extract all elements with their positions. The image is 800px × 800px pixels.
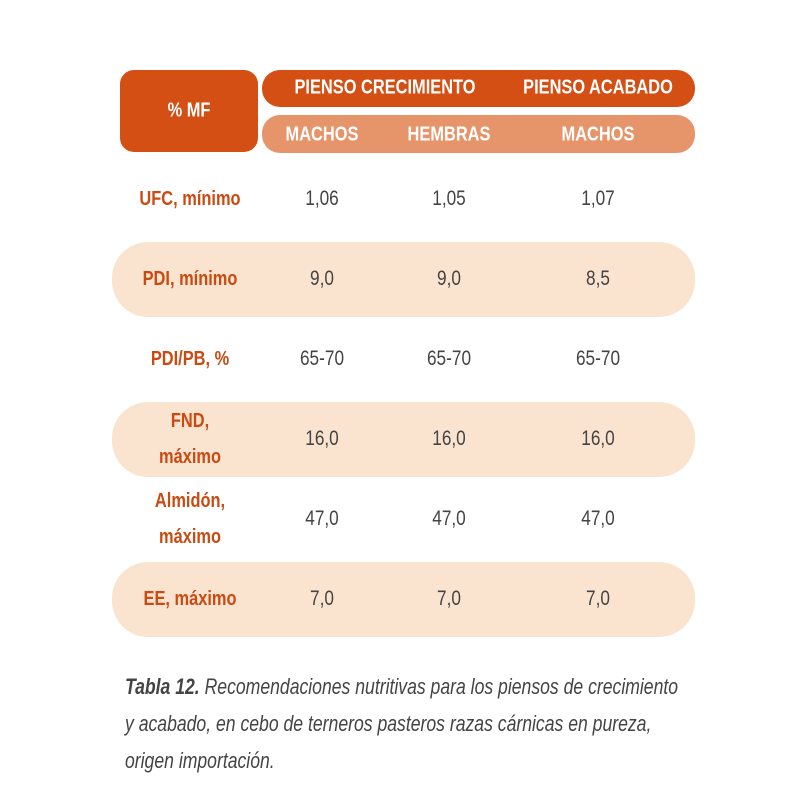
row-label: FND, máximo (159, 403, 221, 475)
caption: Tabla 12. Recomendaciones nutritivas par… (125, 668, 685, 779)
corner-cell (120, 70, 258, 152)
cell: 1,06 (305, 187, 339, 210)
cell: 16,0 (305, 427, 339, 450)
cell: 65-70 (299, 347, 345, 370)
row-label-line: máximo (159, 446, 221, 468)
row-label: UFC, mínimo (139, 181, 240, 217)
cell: 9,0 (437, 267, 461, 290)
row-band (112, 242, 695, 317)
subheader-bar (262, 115, 695, 153)
row-label-line: Almidón, (154, 490, 226, 512)
cell: 65-70 (575, 347, 621, 370)
cell: 8,5 (586, 267, 610, 290)
row-label: PDI, mínimo (143, 261, 238, 297)
caption-label: Tabla 12. (125, 674, 200, 699)
subheader: HEMBRAS (407, 123, 491, 146)
cell: 7,0 (310, 587, 334, 610)
cell: 47,0 (305, 507, 339, 530)
group-header-bar (262, 70, 695, 107)
corner-label: % MF (167, 99, 211, 122)
group-header: PIENSO ACABADO (523, 76, 673, 99)
cell: 47,0 (432, 507, 466, 530)
caption-text: Recomendaciones nutritivas para los pien… (125, 674, 679, 773)
row-label: PDI/PB, % (151, 341, 229, 377)
row-label: EE, máximo (144, 581, 237, 617)
row-label-line: PDI/PB, % (150, 348, 230, 370)
cell: 9,0 (310, 267, 334, 290)
row-label-line: UFC, mínimo (139, 188, 241, 210)
cell: 65-70 (426, 347, 472, 370)
group-header: PIENSO CRECIMIENTO (294, 76, 476, 99)
cell: 47,0 (581, 507, 615, 530)
row-label-line: FND, (170, 410, 210, 432)
cell: 1,05 (432, 187, 466, 210)
row-label-line: máximo (159, 526, 221, 548)
subheader: MACHOS (285, 123, 359, 146)
cell: 16,0 (581, 427, 615, 450)
subheader: MACHOS (561, 123, 635, 146)
row-label-line: PDI, mínimo (142, 268, 238, 290)
cell: 7,0 (437, 587, 461, 610)
row-label: Almidón, máximo (155, 483, 225, 555)
row-label-line: EE, máximo (143, 588, 237, 610)
cell: 16,0 (432, 427, 466, 450)
cell: 1,07 (581, 187, 615, 210)
cell: 7,0 (586, 587, 610, 610)
row-band (112, 562, 695, 637)
row-band (112, 402, 695, 477)
